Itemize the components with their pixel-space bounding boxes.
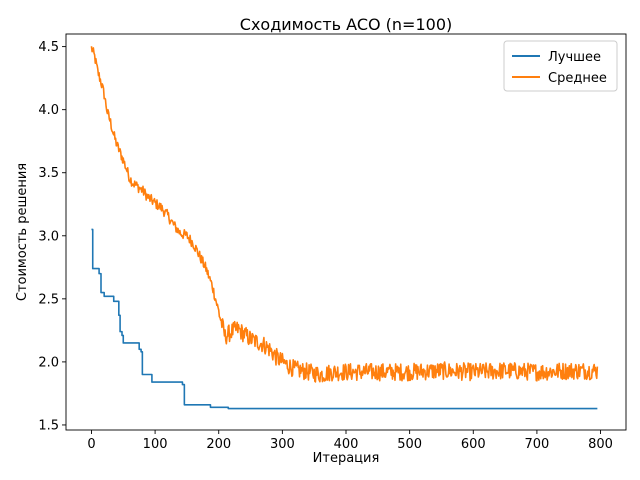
y-tick-label: 4.0 (38, 103, 59, 118)
x-tick-label: 700 (524, 437, 549, 452)
x-axis-label: Итерация (313, 451, 380, 466)
x-tick-label: 100 (143, 437, 168, 452)
y-tick-label: 3.0 (38, 229, 59, 244)
x-tick-label: 600 (461, 437, 486, 452)
x-tick-label: 500 (397, 437, 422, 452)
y-tick-label: 2.0 (38, 355, 59, 370)
y-axis-label: Стоимость решения (15, 163, 30, 301)
y-tick-label: 2.5 (38, 292, 59, 307)
series-lines (90, 46, 599, 410)
y-tick-label: 1.5 (38, 418, 59, 433)
x-tick-label: 800 (588, 437, 613, 452)
x-tick-label: 300 (270, 437, 295, 452)
legend-box (503, 40, 618, 92)
series-line-best (91, 228, 598, 410)
chart-title: Сходимость ACO (n=100) (240, 15, 452, 34)
legend-label-best: Лучшее (548, 50, 601, 65)
x-tick-label: 200 (206, 437, 231, 452)
series-line-mean (90, 46, 599, 383)
x-tick-label: 0 (87, 437, 95, 452)
x-tick-label: 400 (334, 437, 359, 452)
x-axis-ticks: 0 100 200 300 400 500 600 700 800 (87, 430, 613, 452)
y-tick-label: 3.5 (38, 166, 59, 181)
y-tick-label: 4.5 (38, 40, 59, 55)
legend: Лучшее Среднее (503, 40, 618, 92)
y-axis-ticks: 1.5 2.0 2.5 3.0 3.5 4.0 4.5 (38, 40, 66, 433)
legend-label-mean: Среднее (548, 71, 607, 86)
